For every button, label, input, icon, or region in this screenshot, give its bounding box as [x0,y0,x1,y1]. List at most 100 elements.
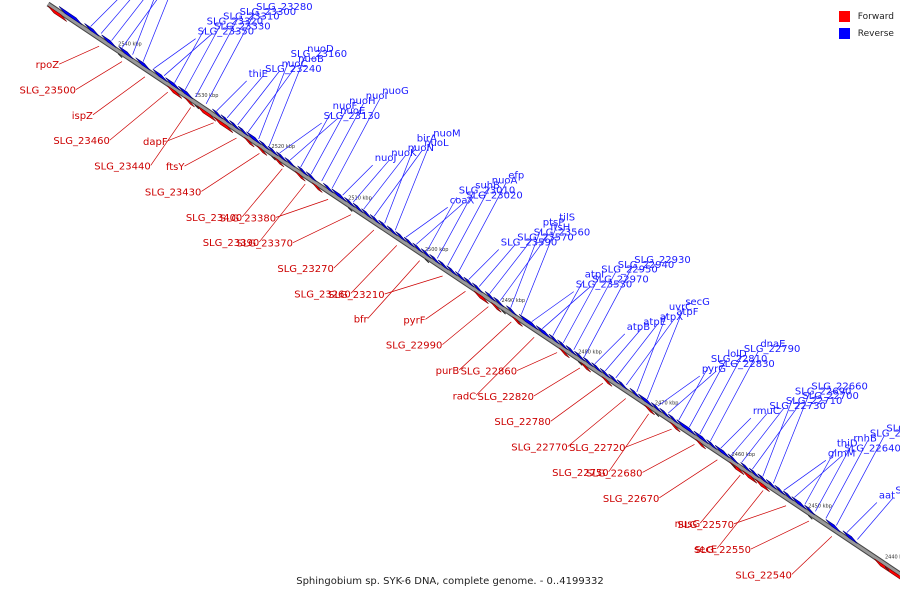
forward-leader-line [716,490,764,549]
scale-tick [194,104,200,110]
reverse-gene-label: uvrC [669,302,692,313]
reverse-gene-label: SLG_22810 [711,354,767,365]
reverse-gene-label: nuoI [366,91,388,102]
reverse-gene [582,356,594,368]
reverse-swatch [838,28,850,39]
reverse-gene [757,473,769,484]
reverse-gene [412,242,424,254]
reverse-gene [548,333,560,345]
reverse-gene-label: atpF [676,307,698,318]
scale-tick [424,258,430,264]
reverse-leader-line [331,97,381,189]
reverse-leader-line [153,38,196,69]
reverse-leader-line [258,60,289,140]
scale-tick [347,207,353,212]
forward-gene [558,347,570,359]
reverse-gene [727,453,739,464]
reverse-gene [135,57,151,71]
scale-tick-label: 2540 kbp [118,42,142,48]
forward-gene-label: ispZ [72,111,93,122]
reverse-gene [638,393,654,407]
reverse-leader-line [468,249,499,280]
reverse-gene [322,182,334,194]
reverse-gene-label: SLG_23530 [576,280,632,291]
reverse-gene [608,373,620,385]
forward-leader-line [201,153,260,192]
reverse-leader-line [520,224,558,315]
reverse-gene-label: SLG_22930 [634,255,690,266]
reverse-gene [84,23,100,37]
reverse-leader-line [279,122,322,154]
reverse-gene [420,248,432,259]
reverse-gene-label: nuoC [282,59,308,70]
reverse-gene [259,140,270,151]
forward-gene [311,182,323,193]
reverse-leader-line [226,75,264,119]
reverse-gene [276,151,287,162]
reverse-gene [220,114,232,125]
forward-gene [256,145,268,156]
reverse-gene [331,188,347,202]
forward-leader-line [642,444,695,473]
forward-gene-label: SLG_23270 [277,264,333,275]
forward-leader-line [659,459,718,499]
reverse-gene [305,171,317,182]
forward-gene-label: SLG_22670 [603,494,659,505]
reverse-leader-line [794,455,843,498]
reverse-gene [101,34,117,48]
forward-leader-line [384,275,443,295]
reverse-gene [369,214,381,225]
reverse-leader-line [352,159,390,203]
reverse-leader-line [562,276,600,343]
scale-tick [884,566,890,571]
reverse-gene-label: lolD [727,349,747,360]
reverse-gene [361,208,372,219]
forward-leader-line [167,122,214,142]
reverse-leader-line [626,318,675,386]
reverse-leader-line [583,266,633,357]
forward-gene [512,316,523,327]
forward-leader-line [150,107,191,166]
forward-gene-label: SLG_22570 [678,520,734,531]
reverse-gene [58,6,83,26]
forward-gene [47,5,68,22]
reverse-leader-line [195,18,238,97]
reverse-gene [557,339,568,350]
reverse-gene-label: atpE [643,317,666,328]
forward-gene-label: SLG_23390 [203,238,259,249]
reverse-gene [667,413,679,425]
reverse-gene-label: rmuC [753,406,780,417]
reverse-gene [297,165,309,177]
scale-tick [654,412,660,418]
forward-leader-line [242,168,283,217]
reverse-leader-line [552,281,584,336]
reverse-gene [748,467,760,479]
reverse-leader-line [447,187,491,266]
reverse-leader-line [184,23,222,90]
forward-gene [473,290,489,304]
reverse-gene [825,519,841,533]
reverse-gene-label: atpB [627,322,650,333]
forward-leader-line [109,91,169,141]
reverse-gene-label: SLG_23130 [324,111,380,122]
forward-gene [273,156,285,168]
reverse-leader-line [405,207,448,238]
reverse-gene-label: thiE [249,69,268,80]
reverse-leader-line [699,355,743,435]
reverse-leader-line [646,308,684,400]
reverse-gene-label: thiD [837,438,858,449]
forward-gene-label: SLG_22750 [552,468,608,479]
reverse-leader-line [394,140,432,231]
reverse-leader-line [573,271,617,350]
forward-leader-line [258,183,306,243]
reverse-gene-label: SLG_22510 [895,486,900,497]
reverse-gene-label: SLG_23020 [466,190,522,201]
forward-gene-label: purB [436,366,460,377]
forward-leader-line [333,229,375,269]
forward-leader-line [367,260,420,319]
reverse-gene-label: nuoD [307,44,334,55]
reverse-leader-line [825,440,869,519]
reverse-gene [676,419,696,436]
reverse-leader-line [111,0,144,41]
reverse-gene [472,282,483,293]
